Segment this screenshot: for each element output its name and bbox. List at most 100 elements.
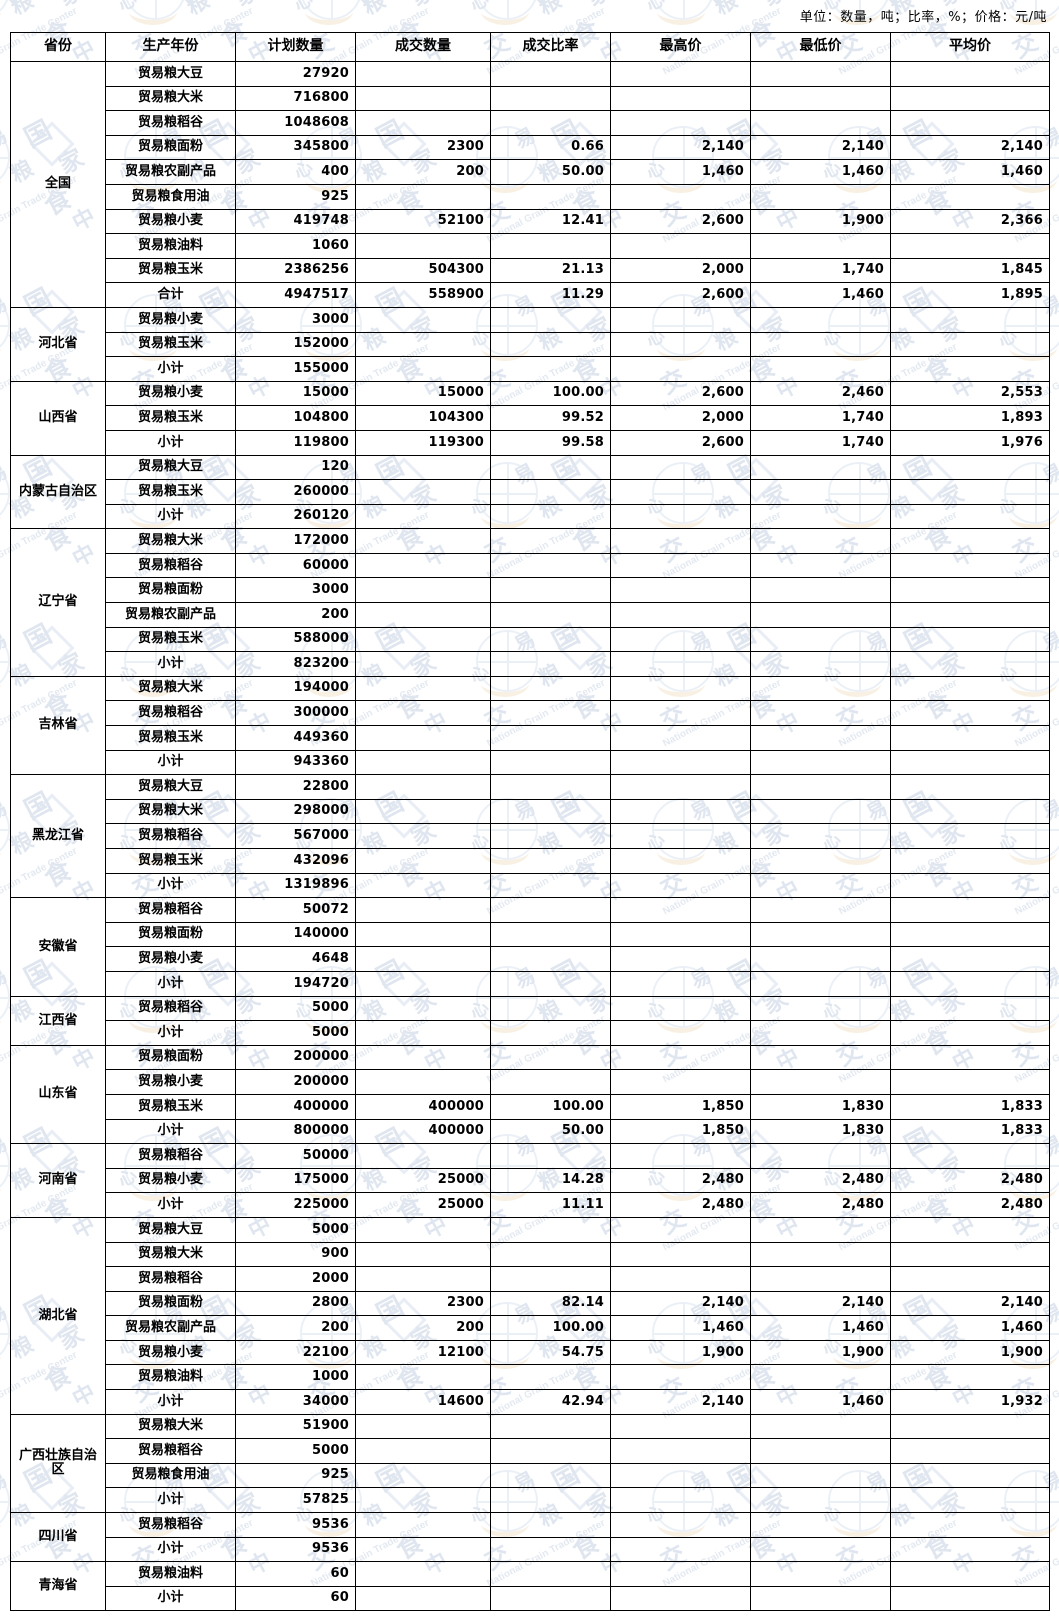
province-cell: 山东省 (10, 1044, 106, 1145)
cell-plan_qty: 175000 (235, 1167, 356, 1194)
cell-high_price (610, 1216, 751, 1243)
cell-deal_rate: 54.75 (490, 1339, 611, 1366)
category-cell: 贸易粮面粉 (105, 1044, 236, 1071)
cell-high_price (610, 356, 751, 382)
cell-low_price (750, 798, 891, 825)
cell-low_price: 2,480 (750, 1167, 891, 1194)
cell-avg_price (890, 651, 1050, 677)
table-row: 贸易粮食用油 925 (11, 183, 1050, 210)
cell-high_price: 2,480 (610, 1167, 751, 1194)
table-row: 贸易粮稻谷 300000 (11, 700, 1050, 727)
category-cell: 贸易粮小麦 (105, 1167, 236, 1194)
watermark-globe-icon (0, 0, 10, 20)
cell-deal_qty (355, 749, 491, 776)
cell-low_price: 1,830 (750, 1118, 891, 1145)
cell-low_price (750, 85, 891, 112)
table-row: 小计 9536 (11, 1536, 1050, 1563)
cell-deal_rate (490, 1020, 611, 1046)
category-cell: 贸易粮农副产品 (105, 602, 236, 628)
cell-deal_qty (355, 897, 491, 923)
table-row: 贸易粮玉米 104800 104300 99.52 2,000 1,740 1,893 (11, 405, 1050, 431)
table-row: 贸易粮大米 900 (11, 1241, 1050, 1268)
cell-deal_rate: 11.11 (490, 1192, 611, 1218)
cell-deal_rate (490, 110, 611, 136)
cell-plan_qty: 120 (235, 454, 356, 481)
cell-low_price (750, 503, 891, 530)
table-row: 贸易粮油料 1060 (11, 233, 1050, 259)
cell-low_price (750, 1536, 891, 1563)
province-cell: 江西省 (10, 995, 106, 1046)
cell-plan_qty: 200000 (235, 1069, 356, 1095)
table-row: 贸易粮食用油 925 (11, 1462, 1050, 1489)
cell-deal_qty (355, 946, 491, 972)
cell-deal_rate (490, 798, 611, 825)
cell-deal_rate (490, 61, 611, 87)
cell-low_price: 2,140 (750, 1290, 891, 1317)
cell-deal_rate (490, 872, 611, 899)
cell-plan_qty: 1319896 (235, 872, 356, 899)
cell-avg_price (890, 1413, 1050, 1440)
subtotal-label-cell: 小计 (105, 651, 236, 677)
cell-deal_rate: 14.28 (490, 1167, 611, 1194)
cell-plan_qty: 172000 (235, 528, 356, 554)
table-row: 小计 260120 (11, 503, 1050, 530)
cell-plan_qty: 716800 (235, 85, 356, 112)
cell-avg_price (890, 577, 1050, 604)
table-row: 河北省 贸易粮小麦 3000 (10, 306, 1050, 382)
cell-deal_rate (490, 1512, 611, 1538)
cell-deal_qty: 52100 (355, 208, 491, 235)
table-row: 贸易粮玉米 2386256 504300 21.13 2,000 1,740 1,845 (11, 257, 1050, 284)
cell-avg_price (890, 995, 1050, 1022)
cell-deal_qty (355, 479, 491, 505)
cell-high_price (610, 85, 751, 112)
cell-deal_qty (355, 823, 491, 849)
cell-plan_qty: 419748 (235, 208, 356, 235)
cell-plan_qty: 155000 (235, 356, 356, 382)
cell-deal_rate (490, 1585, 611, 1612)
cell-plan_qty: 2800 (235, 1290, 356, 1317)
cell-deal_qty (355, 700, 491, 727)
cell-avg_price (890, 1561, 1050, 1587)
category-cell: 贸易粮食用油 (105, 183, 236, 210)
table-row: 广西壮族自治区 贸易粮大米 51900 (10, 1413, 1050, 1514)
cell-deal_qty (355, 725, 491, 751)
cell-plan_qty: 22800 (235, 774, 356, 800)
cell-high_price (610, 61, 751, 87)
cell-low_price (750, 577, 891, 604)
category-cell: 贸易粮大豆 (105, 774, 236, 800)
cell-high_price (610, 848, 751, 874)
cell-plan_qty: 588000 (235, 626, 356, 653)
cell-low_price (750, 823, 891, 849)
cell-high_price: 2,000 (610, 257, 751, 284)
cell-plan_qty: 225000 (235, 1192, 356, 1218)
cell-plan_qty: 1048608 (235, 110, 356, 136)
cell-deal_rate: 42.94 (490, 1389, 611, 1415)
cell-deal_qty (355, 675, 491, 702)
cell-avg_price (890, 921, 1050, 948)
cell-high_price (610, 1561, 751, 1587)
table-row: 贸易粮玉米 260000 (11, 479, 1050, 505)
cell-high_price (610, 1266, 751, 1292)
category-cell: 贸易粮稻谷 (105, 1143, 236, 1169)
cell-deal_qty (355, 1020, 491, 1046)
cell-low_price (750, 1044, 891, 1071)
cell-deal_qty: 558900 (355, 282, 491, 308)
category-cell: 贸易粮稻谷 (105, 700, 236, 727)
cell-high_price (610, 528, 751, 554)
cell-low_price: 1,460 (750, 1389, 891, 1415)
cell-low_price (750, 749, 891, 776)
cell-deal_qty (355, 1585, 491, 1612)
cell-deal_rate (490, 1143, 611, 1169)
cell-plan_qty: 2000 (235, 1266, 356, 1292)
category-cell: 贸易粮大豆 (105, 61, 236, 87)
cell-deal_rate: 100.00 (490, 1093, 611, 1120)
cell-deal_rate (490, 626, 611, 653)
cell-plan_qty: 194000 (235, 675, 356, 702)
province-cell: 广西壮族自治区 (10, 1413, 106, 1514)
cell-deal_rate: 21.13 (490, 257, 611, 284)
cell-plan_qty: 200 (235, 1315, 356, 1341)
cell-deal_qty (355, 233, 491, 259)
cell-avg_price (890, 183, 1050, 210)
cell-deal_rate (490, 233, 611, 259)
